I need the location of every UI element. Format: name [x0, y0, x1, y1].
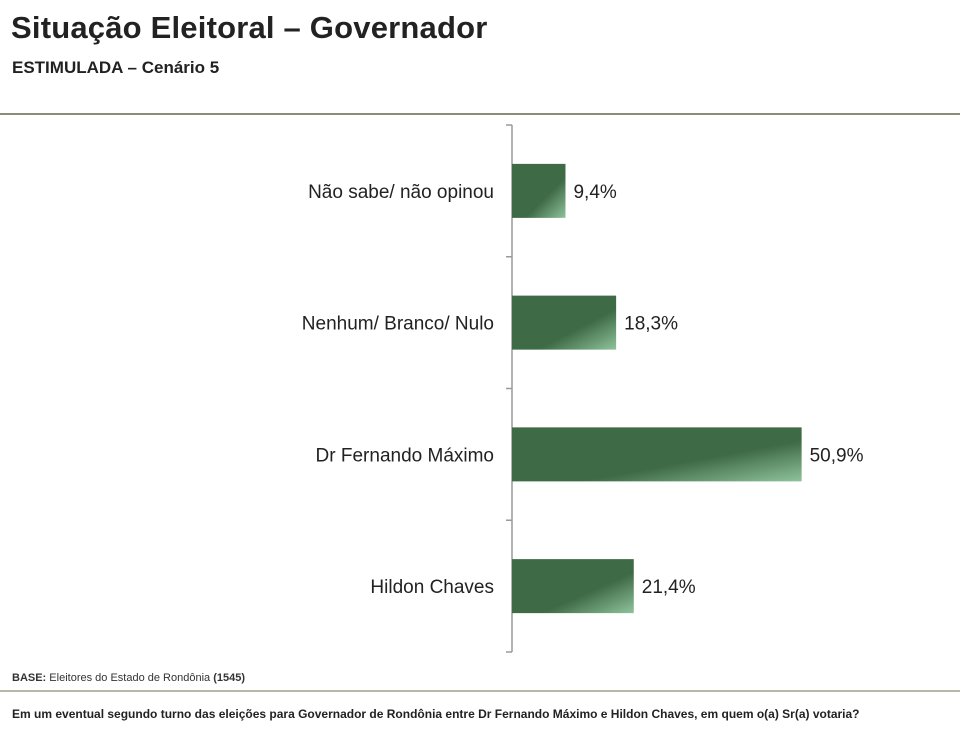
- category-label: Hildon Chaves: [370, 577, 494, 598]
- footer-divider: [0, 690, 960, 692]
- category-label: Dr Fernando Máximo: [316, 445, 494, 466]
- data-label: 9,4%: [573, 182, 616, 203]
- survey-question: Em um eventual segundo turno das eleiçõe…: [12, 707, 860, 721]
- bar: [512, 427, 802, 482]
- bar: [512, 295, 617, 350]
- bar: [512, 163, 566, 218]
- base-count: (1545): [213, 672, 245, 684]
- base-label: BASE:: [12, 672, 47, 684]
- category-label: Nenhum/ Branco/ Nulo: [302, 314, 494, 335]
- chart-subtitle: ESTIMULADA – Cenário 5: [12, 58, 220, 77]
- category-label: Não sabe/ não opinou: [308, 182, 494, 203]
- bar: [512, 559, 634, 614]
- bar-chart: Não sabe/ não opinou Nenhum/ Branco/ Nulo…: [302, 124, 864, 653]
- base-text: Eleitores do Estado de Rondônia: [49, 672, 211, 684]
- header-divider: [0, 113, 960, 115]
- chart-title: Situação Eleitoral – Governador: [11, 10, 488, 45]
- data-label: 18,3%: [624, 314, 678, 335]
- base-note: BASE: Eleitores do Estado de Rondônia (1…: [12, 672, 245, 684]
- data-label: 50,9%: [810, 445, 864, 466]
- data-label: 21,4%: [642, 577, 696, 598]
